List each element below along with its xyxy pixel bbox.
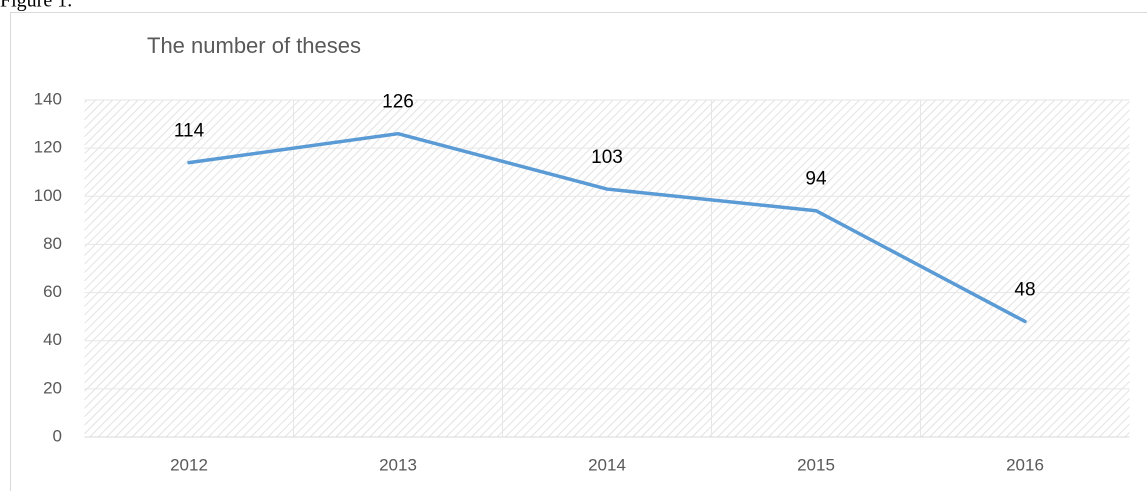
x-tick-label: 2012 — [170, 455, 208, 474]
data-label: 114 — [174, 121, 205, 142]
x-tick-label: 2016 — [1006, 455, 1044, 474]
x-tick-label: 2014 — [588, 455, 626, 474]
y-tick-label: 100 — [34, 186, 62, 205]
y-tick-label: 140 — [34, 89, 62, 108]
y-tick-label: 0 — [53, 426, 62, 445]
y-tick-label: 20 — [43, 378, 62, 397]
data-label: 48 — [1014, 279, 1035, 300]
y-tick-label: 80 — [43, 234, 62, 253]
y-tick-label: 120 — [34, 138, 62, 157]
y-tick-label: 40 — [43, 330, 62, 349]
chart-title: The number of theses — [147, 33, 361, 58]
data-label: 103 — [591, 147, 623, 168]
data-label: 126 — [382, 92, 414, 113]
x-tick-label: 2015 — [797, 455, 835, 474]
data-line — [187, 131, 1027, 324]
y-tick-label: 60 — [43, 282, 62, 301]
data-label: 94 — [805, 169, 827, 190]
x-tick-label: 2013 — [379, 455, 417, 474]
plot-area — [84, 100, 1130, 437]
category-grid — [293, 100, 921, 437]
figure-caption: Figure 1. — [0, 0, 72, 12]
